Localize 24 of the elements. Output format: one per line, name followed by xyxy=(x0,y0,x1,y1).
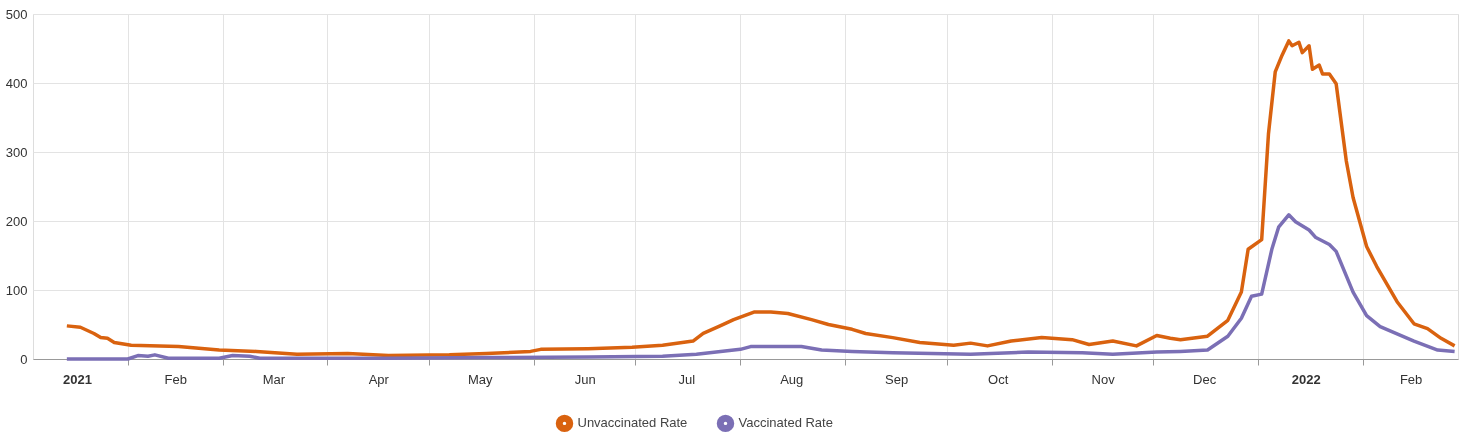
x-tick-label: Apr xyxy=(368,371,390,387)
x-tick-label: Nov xyxy=(1091,371,1116,387)
line-series xyxy=(65,39,1457,358)
x-tick-label: Aug xyxy=(780,371,804,387)
y-tick-label: 0 xyxy=(20,351,28,367)
x-tick-label: Oct xyxy=(988,371,1009,387)
line-series xyxy=(65,213,1457,361)
x-tick-label: Jun xyxy=(574,371,596,387)
y-tick-label: 200 xyxy=(5,213,28,229)
y-tick-label: 300 xyxy=(5,144,28,160)
x-tick-label: Feb xyxy=(164,371,187,387)
y-tick-label: 400 xyxy=(5,75,28,91)
y-tick-label: 500 xyxy=(5,6,28,22)
legend-label: Vaccinated Rate xyxy=(738,415,833,431)
x-tick-label: Dec xyxy=(1193,371,1217,387)
y-tick-label: 100 xyxy=(5,282,28,298)
x-tick-label: Jul xyxy=(678,371,696,387)
x-tick-label: 2021 xyxy=(63,371,92,387)
x-tick-label: Sep xyxy=(885,371,909,387)
x-tick-label: Feb xyxy=(1399,371,1423,387)
legend-label: Unvaccinated Rate xyxy=(577,415,688,431)
x-tick-label: 2022 xyxy=(1291,371,1321,387)
x-tick-label: May xyxy=(468,371,494,387)
x-tick-label: Mar xyxy=(262,371,286,387)
